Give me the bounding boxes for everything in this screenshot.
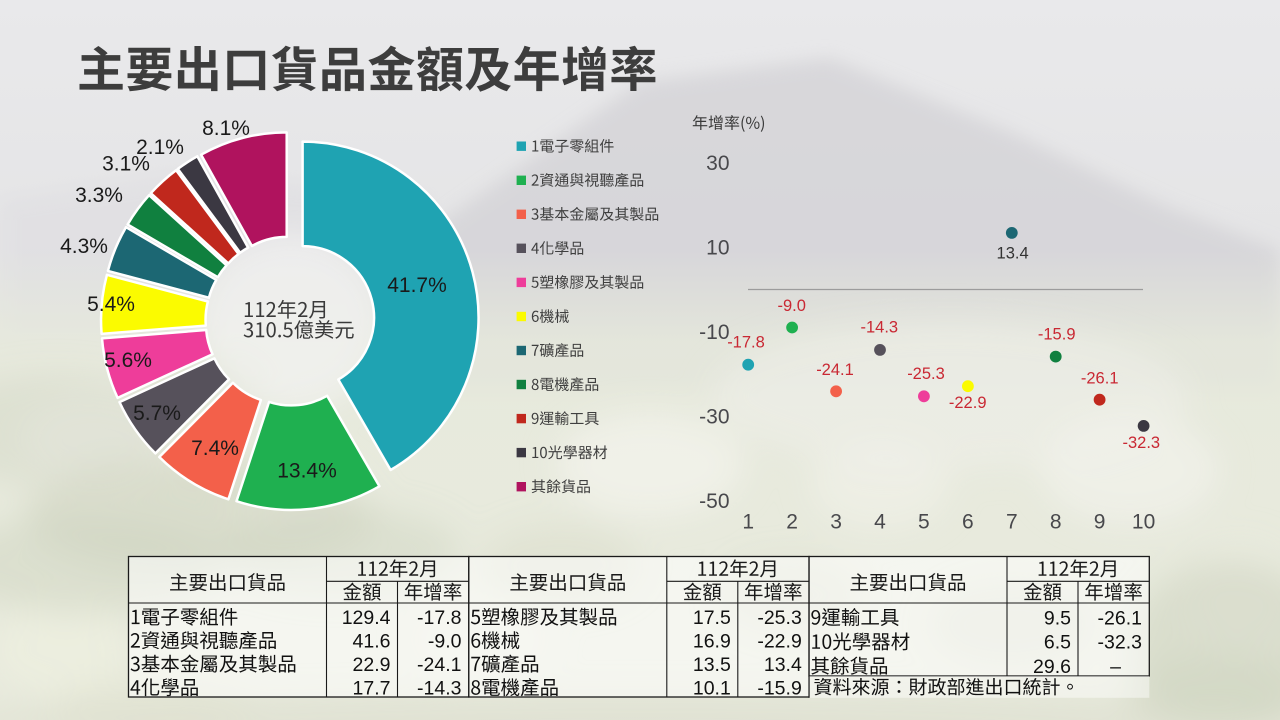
svg-text:4.3%: 4.3% xyxy=(60,235,108,258)
svg-text:13.4: 13.4 xyxy=(997,244,1029,262)
svg-text:22.9: 22.9 xyxy=(353,654,391,676)
svg-text:17.5: 17.5 xyxy=(693,607,731,629)
svg-text:-17.8: -17.8 xyxy=(417,607,461,629)
svg-text:7.4%: 7.4% xyxy=(191,437,239,460)
svg-text:-50: -50 xyxy=(699,490,729,513)
svg-text:29.6: 29.6 xyxy=(1033,656,1071,678)
svg-text:-30: -30 xyxy=(699,406,729,429)
svg-text:41.7%: 41.7% xyxy=(387,274,447,297)
svg-text:13.5: 13.5 xyxy=(693,654,731,676)
svg-text:10: 10 xyxy=(1132,510,1155,533)
svg-text:-10: -10 xyxy=(699,321,729,344)
svg-text:-22.9: -22.9 xyxy=(757,631,801,653)
svg-text:5.7%: 5.7% xyxy=(133,402,181,425)
svg-text:8.1%: 8.1% xyxy=(202,117,250,140)
svg-text:13.4%: 13.4% xyxy=(277,460,337,483)
svg-text:13.4: 13.4 xyxy=(764,654,802,676)
svg-text:7: 7 xyxy=(1006,510,1018,533)
svg-text:17.7: 17.7 xyxy=(353,678,391,700)
svg-text:2.1%: 2.1% xyxy=(136,136,184,159)
svg-text:3: 3 xyxy=(830,510,842,533)
svg-text:8: 8 xyxy=(1050,510,1062,533)
svg-text:10.1: 10.1 xyxy=(693,678,731,700)
svg-text:30: 30 xyxy=(706,152,729,175)
svg-text:-9.0: -9.0 xyxy=(428,631,462,653)
svg-text:4: 4 xyxy=(874,510,886,533)
svg-text:–: – xyxy=(1110,656,1121,678)
svg-text:9.5: 9.5 xyxy=(1044,607,1071,629)
svg-text:-14.3: -14.3 xyxy=(860,319,898,337)
svg-text:5.4%: 5.4% xyxy=(87,293,135,316)
svg-text:-32.3: -32.3 xyxy=(1122,434,1160,452)
svg-text:-24.1: -24.1 xyxy=(417,654,461,676)
svg-text:-25.3: -25.3 xyxy=(757,607,801,629)
svg-text:3.3%: 3.3% xyxy=(75,184,123,207)
svg-text:-14.3: -14.3 xyxy=(417,678,461,700)
svg-text:-15.9: -15.9 xyxy=(1038,326,1076,344)
svg-text:3.1%: 3.1% xyxy=(102,153,150,176)
svg-text:41.6: 41.6 xyxy=(353,631,391,653)
svg-text:9: 9 xyxy=(1094,510,1106,533)
svg-text:129.4: 129.4 xyxy=(342,607,391,629)
svg-text:10: 10 xyxy=(706,237,729,260)
svg-text:6: 6 xyxy=(962,510,974,533)
svg-text:5.6%: 5.6% xyxy=(104,349,152,372)
svg-text:-15.9: -15.9 xyxy=(757,678,801,700)
svg-text:5: 5 xyxy=(918,510,930,533)
svg-text:-25.3: -25.3 xyxy=(907,365,945,383)
svg-text:1: 1 xyxy=(742,510,754,533)
svg-text:-26.1: -26.1 xyxy=(1081,370,1119,388)
svg-text:6.5: 6.5 xyxy=(1044,632,1071,654)
svg-text:-26.1: -26.1 xyxy=(1098,607,1142,629)
svg-text:16.9: 16.9 xyxy=(693,631,731,653)
svg-text:2: 2 xyxy=(786,510,798,533)
svg-text:-9.0: -9.0 xyxy=(777,297,805,315)
svg-text:-32.3: -32.3 xyxy=(1098,632,1142,654)
svg-text:-24.1: -24.1 xyxy=(816,361,854,379)
svg-text:-22.9: -22.9 xyxy=(949,394,987,412)
svg-text:-17.8: -17.8 xyxy=(727,333,765,351)
